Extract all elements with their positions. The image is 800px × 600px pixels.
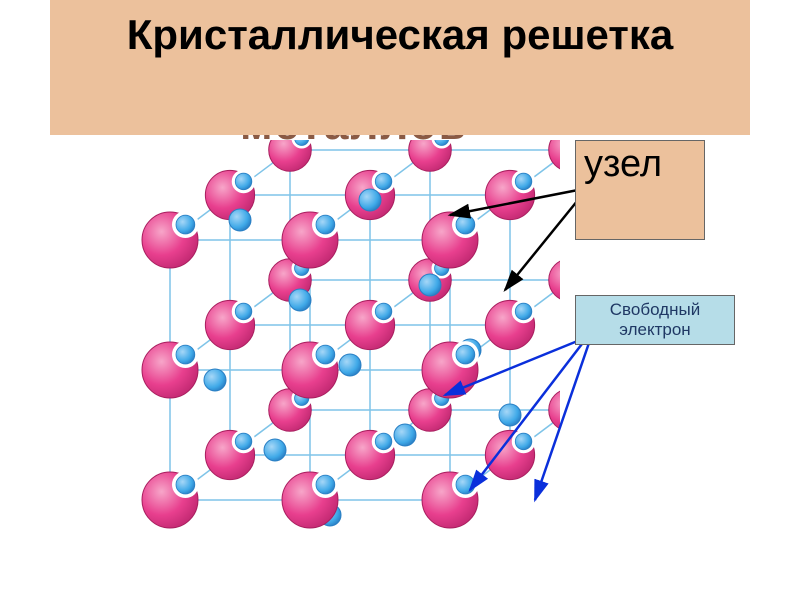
title-banner: Кристаллическая решетка [50, 0, 750, 135]
free-electron [339, 354, 361, 376]
free-electron [204, 369, 226, 391]
electron-label-text: Свободный электрон [610, 300, 700, 339]
free-electron [264, 439, 286, 461]
electron-label: Свободный электрон [575, 295, 735, 345]
title-text: Кристаллическая решетка [127, 11, 673, 58]
free-electron [499, 404, 521, 426]
lattice-ion [549, 140, 560, 171]
free-electron [359, 189, 381, 211]
lattice-diagram [120, 140, 560, 550]
node-label-text: узел [584, 143, 662, 185]
free-electron [229, 209, 251, 231]
node-label: узел [575, 140, 705, 240]
free-electron [289, 289, 311, 311]
free-electron [419, 274, 441, 296]
free-electron [394, 424, 416, 446]
